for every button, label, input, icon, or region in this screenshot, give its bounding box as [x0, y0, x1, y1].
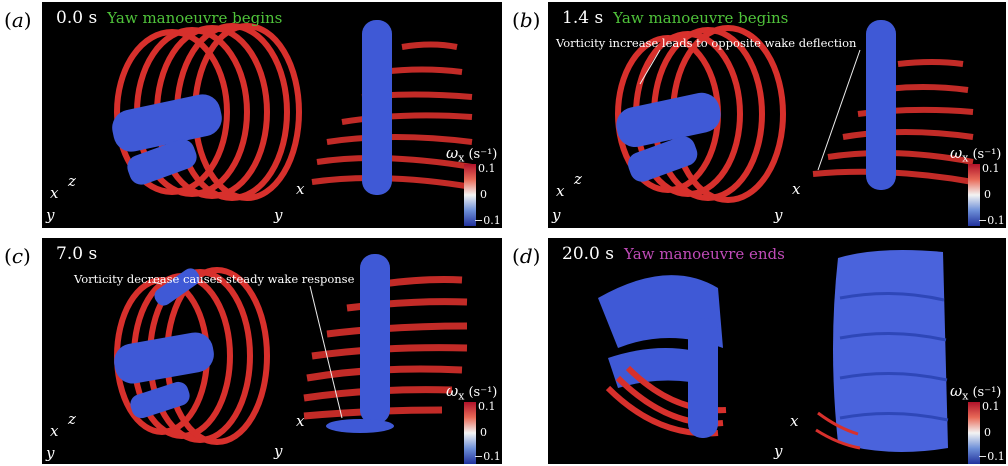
axis-y-label: y	[552, 206, 561, 224]
axis-y-label: y	[774, 442, 783, 460]
axis-x-label: x	[556, 182, 565, 200]
colorbar-title: ωx (s⁻¹)	[950, 382, 1002, 403]
colorbar-tick: −0.1	[978, 450, 1005, 463]
vortex-visualization	[112, 20, 473, 201]
axis-x-label: x	[792, 180, 801, 198]
colorbar-tick: 0	[480, 426, 487, 439]
axis-x-label: x	[296, 180, 305, 198]
colorbar-title: ωx (s⁻¹)	[446, 144, 498, 165]
axis-z-label: z	[68, 172, 76, 190]
colorbar-tick: 0.1	[982, 400, 1000, 413]
panel-b-time: 1.4 s Yaw manoeuvre begins	[562, 8, 789, 28]
colorbar-tick: 0	[480, 188, 487, 201]
panel-c-time: 7.0 s	[56, 244, 98, 264]
axis-x-label: x	[296, 412, 305, 430]
vortex-visualization	[114, 254, 468, 445]
panel-a-time: 0.0 s Yaw manoeuvre begins	[56, 8, 283, 28]
axis-x-label: x	[50, 184, 59, 202]
panel-d-status: Yaw manoeuvre ends	[623, 245, 785, 263]
colorbar-tick: −0.1	[474, 450, 501, 463]
panel-b: 1.4 s Yaw manoeuvre begins Vorticity incr…	[548, 2, 1006, 228]
axis-x-label: x	[790, 412, 799, 430]
colorbar-tick: 0.1	[982, 162, 1000, 175]
axis-y-label: y	[46, 444, 55, 462]
colorbar-tick: −0.1	[978, 214, 1005, 227]
panel-a: 0.0 s Yaw manoeuvre begins x z y x y ωx (…	[42, 2, 502, 228]
vortex-visualization	[598, 250, 949, 452]
panel-c-tag: (c)	[4, 244, 31, 268]
panel-a-tag: (a)	[4, 8, 32, 32]
panel-b-status: Yaw manoeuvre begins	[613, 9, 789, 27]
axis-z-label: z	[68, 410, 76, 428]
colorbar-tick: 0.1	[478, 162, 496, 175]
panel-d: 20.0 s Yaw manoeuvre ends x y ωx (s⁻¹) 0.…	[548, 238, 1006, 464]
colorbar	[464, 164, 476, 226]
panel-b-tag: (b)	[512, 8, 541, 32]
axis-x-label: x	[50, 422, 59, 440]
colorbar-title: ωx (s⁻¹)	[950, 144, 1002, 165]
colorbar	[968, 402, 980, 464]
panel-c-annotation: Vorticity decrease causes steady wake re…	[74, 272, 355, 286]
colorbar-tick: 0	[984, 188, 991, 201]
colorbar-tick: 0	[984, 426, 991, 439]
colorbar-tick: −0.1	[474, 214, 501, 227]
panel-d-tag: (d)	[512, 244, 541, 268]
panel-a-status: Yaw manoeuvre begins	[107, 9, 283, 27]
panel-b-annotation: Vorticity increase leads to opposite wak…	[556, 36, 857, 50]
side-view-wake	[311, 20, 473, 195]
axis-y-label: y	[274, 206, 283, 224]
panel-c: 7.0 s Vorticity decrease causes steady w…	[42, 238, 502, 464]
colorbar	[968, 164, 980, 226]
axis-y-label: y	[46, 206, 55, 224]
vortex-visualization	[615, 20, 974, 203]
rotor-view-hub	[112, 94, 222, 185]
colorbar-tick: 0.1	[478, 400, 496, 413]
axis-y-label: y	[274, 442, 283, 460]
colorbar-title: ωx (s⁻¹)	[446, 382, 498, 403]
axis-z-label: z	[574, 170, 582, 188]
axis-y-label: y	[774, 206, 783, 224]
colorbar	[464, 402, 476, 464]
panel-d-time: 20.0 s Yaw manoeuvre ends	[562, 244, 785, 264]
